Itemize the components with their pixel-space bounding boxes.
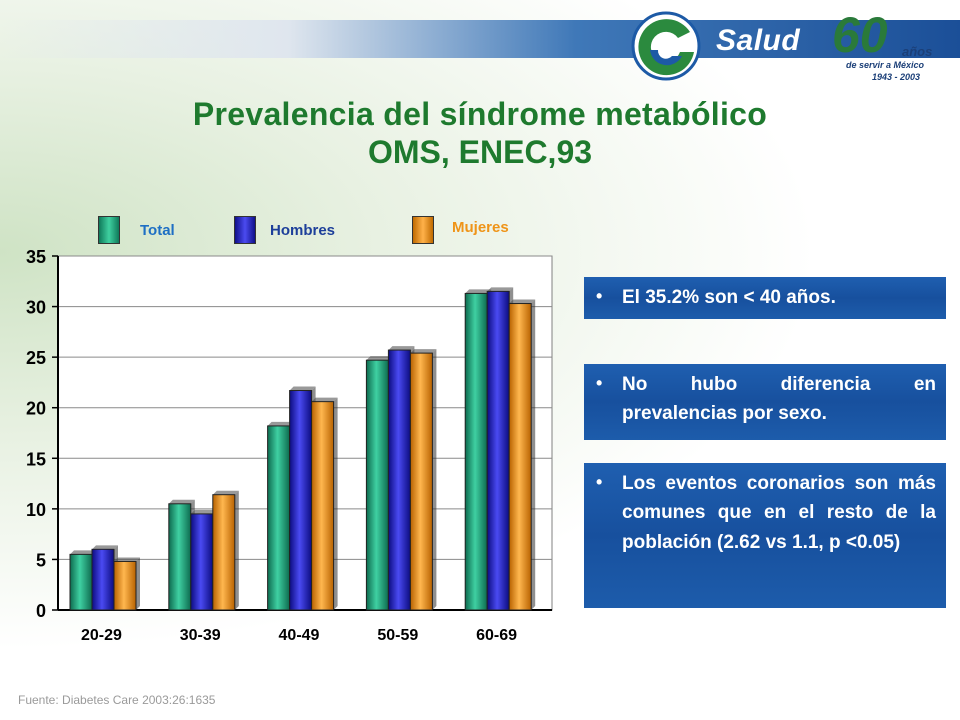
bar-hombres-20-29 xyxy=(91,548,115,611)
bar-top xyxy=(168,499,195,504)
y-tick-label: 0 xyxy=(36,601,46,621)
bar-mujeres-40-49 xyxy=(311,401,335,611)
brand-name: Salud xyxy=(716,24,801,57)
y-tick-label: 30 xyxy=(26,298,46,318)
y-tick-label: 15 xyxy=(26,449,46,469)
page-subtitle: OMS, ENEC,93 xyxy=(367,134,593,170)
legend-label-hombres: Hombres xyxy=(270,222,336,239)
bar-top xyxy=(289,386,316,391)
x-tick-label: 30-39 xyxy=(180,627,221,644)
legend-label-total: Total xyxy=(140,222,175,239)
bar-top xyxy=(92,545,118,550)
bar-mujeres-60-69 xyxy=(508,303,532,611)
legend-swatch-mujeres xyxy=(412,216,434,244)
tagline-years: 1943 - 2003 xyxy=(872,72,921,82)
bullet-box-1: • El 35.2% son < 40 años. xyxy=(584,277,946,319)
y-tick-label: 25 xyxy=(26,348,46,368)
bar-top xyxy=(487,287,514,292)
x-tick-label: 40-49 xyxy=(279,627,320,644)
bullet-icon: • xyxy=(596,472,603,492)
bar-top xyxy=(190,509,217,514)
bullet-text-1: El 35.2% son < 40 años. xyxy=(622,287,836,308)
anniversary-word: años xyxy=(902,44,933,59)
bar-side xyxy=(136,557,140,610)
page-title: Prevalencia del síndrome metabólico xyxy=(192,96,768,132)
bar-mujeres-30-39 xyxy=(212,494,236,611)
bar-top xyxy=(70,550,96,555)
legend-swatch-hombres xyxy=(234,216,256,244)
bar-side xyxy=(531,299,536,610)
bar-top xyxy=(311,397,338,402)
bullet-box-2: • No hubo diferencia en prevalencias por… xyxy=(584,364,946,440)
bar-top xyxy=(267,421,294,426)
bar-total-40-49 xyxy=(267,425,291,611)
bar-top xyxy=(366,356,393,361)
bar-hombres-60-69 xyxy=(486,290,510,611)
bar-hombres-40-49 xyxy=(289,390,313,611)
y-tick-label: 10 xyxy=(26,500,46,520)
source-note: Fuente: Diabetes Care 2003:26:1635 xyxy=(18,693,216,707)
tagline-service: de servir a México xyxy=(846,60,925,70)
anniversary-number: 60 xyxy=(832,7,888,63)
bar-side xyxy=(333,397,338,610)
bar-mujeres-20-29 xyxy=(113,560,137,611)
bar-top xyxy=(212,490,239,495)
x-tick-label: 20-29 xyxy=(81,627,122,644)
header-band xyxy=(0,20,960,58)
legend-swatch-total xyxy=(98,216,120,244)
bar-mujeres-50-59 xyxy=(409,352,433,611)
bar-top xyxy=(114,557,140,562)
bar-hombres-30-39 xyxy=(190,513,214,611)
bullet-icon: • xyxy=(596,373,603,393)
x-tick-label: 50-59 xyxy=(377,627,418,644)
bar-total-30-39 xyxy=(168,503,192,611)
bar-total-20-29 xyxy=(69,553,93,611)
bar-top xyxy=(388,346,415,351)
bar-top xyxy=(465,289,492,294)
salud-emblem-icon xyxy=(631,11,701,81)
x-tick-label: 60-69 xyxy=(476,627,517,644)
bar-top xyxy=(509,299,536,304)
bullet-text-2: No hubo diferencia en prevalencias por s… xyxy=(622,374,936,425)
salud-logo: Salud 60 años de servir a México 1943 - … xyxy=(620,6,960,86)
legend-label-mujeres: Mujeres xyxy=(452,219,509,236)
bullet-icon: • xyxy=(596,286,603,306)
y-tick-label: 35 xyxy=(26,247,46,267)
bar-top xyxy=(410,349,437,354)
y-tick-label: 5 xyxy=(36,550,46,570)
bar-side xyxy=(234,490,239,610)
bar-side xyxy=(432,349,437,610)
y-tick-label: 20 xyxy=(26,399,46,419)
bar-total-50-59 xyxy=(365,359,389,611)
bullet-text-3: Los eventos coronarios son más comunes q… xyxy=(622,473,936,553)
bar-hombres-50-59 xyxy=(387,349,411,611)
bullet-box-3: • Los eventos coronarios son más comunes… xyxy=(584,463,946,608)
bar-total-60-69 xyxy=(464,292,488,611)
